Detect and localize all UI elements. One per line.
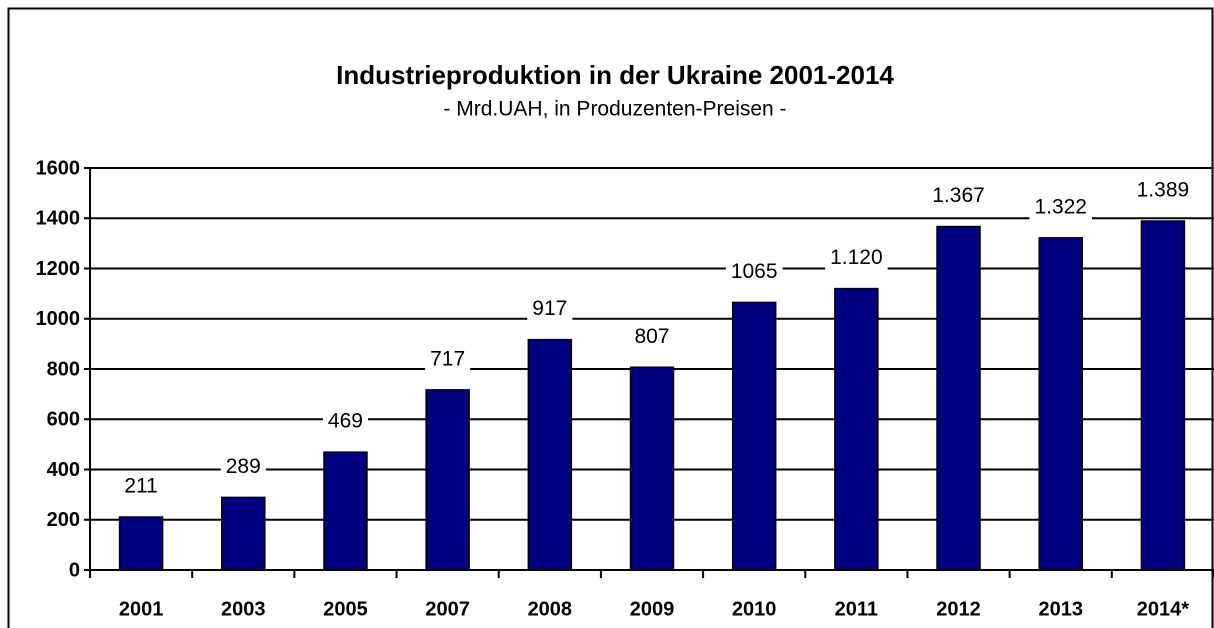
value-label: 917 (532, 297, 567, 320)
y-tick-label: 1600 (36, 157, 81, 179)
x-tick-label: 2009 (630, 598, 675, 620)
x-tick-label: 2008 (528, 598, 573, 620)
y-tick-label: 200 (47, 509, 80, 531)
bar (834, 287, 879, 571)
y-tick-label: 400 (47, 459, 80, 481)
value-label: 1065 (731, 260, 778, 283)
value-label-bg (927, 182, 990, 210)
value-label-bg (425, 345, 471, 373)
bar (1038, 237, 1083, 571)
value-label: 289 (226, 455, 261, 478)
value-label-bg (1131, 176, 1195, 204)
bar (629, 366, 675, 571)
x-tick-label: 2010 (732, 598, 777, 620)
value-label-bg (322, 407, 368, 435)
chart-subtitle: - Mrd.UAH, in Produzenten-Preisen - (443, 98, 786, 121)
x-tick-label: 2003 (221, 598, 266, 620)
value-label-bg (1029, 193, 1093, 221)
y-tick-label: 600 (47, 409, 80, 431)
value-label-bg (527, 295, 573, 323)
value-label-bg (220, 452, 266, 480)
y-tick-label: 1000 (36, 308, 81, 330)
value-label: 1.367 (932, 184, 985, 207)
value-label: 717 (430, 347, 465, 370)
bar (323, 451, 368, 571)
bar (118, 516, 164, 571)
value-label-bg (725, 257, 783, 285)
x-tick-label: 2007 (425, 598, 470, 620)
x-tick-label: 2005 (323, 598, 368, 620)
y-tick-label: 1400 (36, 208, 81, 230)
bar (936, 225, 981, 571)
value-label-bg (119, 472, 163, 500)
value-label-bg (629, 322, 675, 350)
bar (731, 301, 777, 571)
chart-frame (7, 7, 1214, 628)
bar (527, 338, 573, 571)
chart-title: Industrieproduktion in der Ukraine 2001-… (336, 60, 894, 90)
value-label: 807 (634, 325, 669, 348)
bar (221, 496, 266, 571)
y-tick-label: 0 (69, 559, 80, 581)
value-label: 211 (124, 475, 157, 498)
y-tick-label: 1200 (36, 258, 81, 280)
value-label: 1.389 (1137, 179, 1190, 202)
x-tick-label: 2011 (835, 598, 878, 620)
x-tick-label: 2013 (1038, 598, 1083, 620)
x-tick-label: 2001 (119, 598, 164, 620)
x-tick-label: 2012 (936, 598, 981, 620)
x-tick-label: 2014* (1137, 598, 1189, 620)
value-label: 469 (328, 410, 363, 433)
value-label: 1.322 (1034, 195, 1087, 218)
value-label: 1.120 (830, 246, 883, 269)
bar (1140, 220, 1186, 571)
value-label-bg (825, 244, 888, 272)
y-tick-label: 800 (47, 358, 80, 380)
bar (425, 389, 470, 571)
